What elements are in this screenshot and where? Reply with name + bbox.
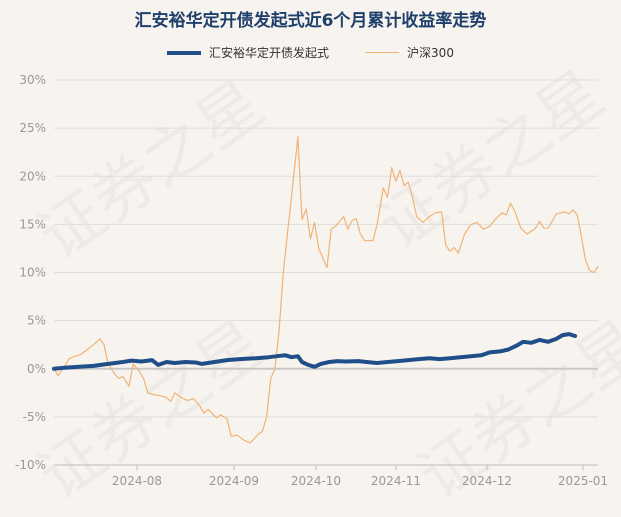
y-tick-label: -5%: [23, 410, 46, 424]
y-tick-label: 0%: [27, 362, 46, 376]
legend-item-hs300[interactable]: 沪深300: [365, 44, 454, 61]
legend-item-fund[interactable]: 汇安裕华定开债发起式: [167, 44, 329, 61]
x-tick-label: 2024-10: [291, 474, 341, 488]
y-axis: 30% 25% 20% 15% 10% 5% 0% -5% -10%: [15, 73, 46, 472]
legend-swatch-fund: [167, 50, 202, 55]
chart-legend: 汇安裕华定开债发起式 沪深300: [0, 44, 621, 61]
x-tick-label: 2025-01: [558, 474, 608, 488]
x-axis: 2024-08 2024-09 2024-10 2024-11 2024-12 2025-…: [54, 464, 608, 488]
x-tick-label: 2024-08: [112, 474, 162, 488]
y-tick-label: -10%: [15, 458, 46, 472]
grid-lines: [54, 79, 598, 466]
x-tick-label: 2024-09: [209, 474, 259, 488]
legend-label-fund: 汇安裕华定开债发起式: [209, 46, 330, 60]
y-tick-label: 30%: [19, 73, 46, 87]
legend-label-hs300: 沪深300: [407, 46, 454, 60]
y-tick-label: 20%: [19, 169, 46, 183]
y-tick-label: 10%: [19, 266, 46, 280]
series-lines: [52, 136, 599, 444]
x-tick-label: 2024-11: [371, 474, 421, 488]
chart-title: 汇安裕华定开债发起式近6个月累计收益率走势: [134, 11, 487, 31]
series-line-hs300: [53, 136, 599, 444]
y-tick-label: 25%: [19, 121, 46, 135]
legend-swatch-hs300: [365, 52, 400, 53]
y-tick-label: 15%: [19, 217, 46, 231]
series-line-fund: [52, 332, 578, 371]
line-chart: 30%25%20%15%10%5%0%-5%-10% 2024-08 2024-0…: [15, 73, 608, 488]
y-tick-label: 5%: [27, 314, 46, 328]
x-tick-label: 2024-12: [462, 474, 512, 488]
